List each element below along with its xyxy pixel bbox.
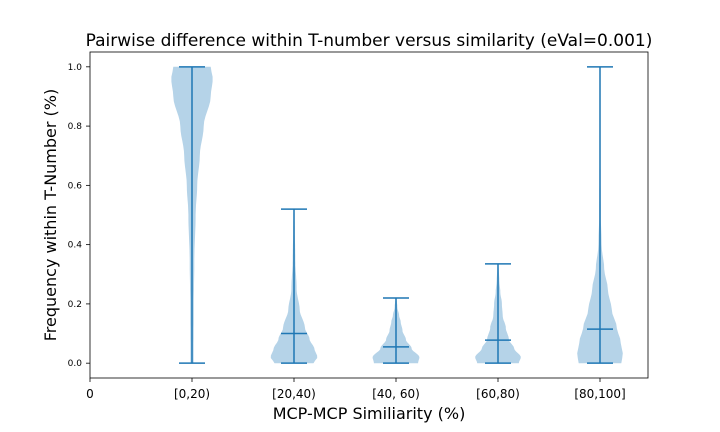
x-axis-label: MCP-MCP Similiarity (%) xyxy=(273,404,466,423)
y-tick-label: 0.4 xyxy=(68,241,83,251)
y-tick-label: 0.8 xyxy=(68,122,83,132)
x-tick-label: [80,100] xyxy=(574,387,625,401)
violin-1 xyxy=(171,66,213,364)
y-tick-label: 0.6 xyxy=(68,181,83,191)
violin-2 xyxy=(270,208,318,364)
violin-5 xyxy=(577,66,623,364)
x-tick-label: [20,40) xyxy=(272,387,316,401)
x-tick-label: [40, 60) xyxy=(372,387,420,401)
violin-3 xyxy=(372,297,420,364)
y-axis: 0.0 0.2 0.4 0.6 0.8 1.0 xyxy=(68,63,90,369)
chart-title: Pairwise difference within T-number vers… xyxy=(86,31,653,51)
y-tick-label: 0.2 xyxy=(68,300,82,310)
y-tick-label: 1.0 xyxy=(68,63,83,73)
violins-group xyxy=(171,66,623,364)
x-tick-label: 0 xyxy=(86,387,94,401)
x-tick-label: [60,80) xyxy=(476,387,520,401)
violin-4 xyxy=(475,263,521,364)
y-axis-label: Frequency within T-Number (%) xyxy=(41,89,60,341)
x-axis: 0 [0,20) [20,40) [40, 60) [60,80) [80,100] xyxy=(86,378,626,401)
y-tick-label: 0.0 xyxy=(68,359,83,369)
x-tick-label: [0,20) xyxy=(174,387,210,401)
plot-frame xyxy=(89,51,649,379)
